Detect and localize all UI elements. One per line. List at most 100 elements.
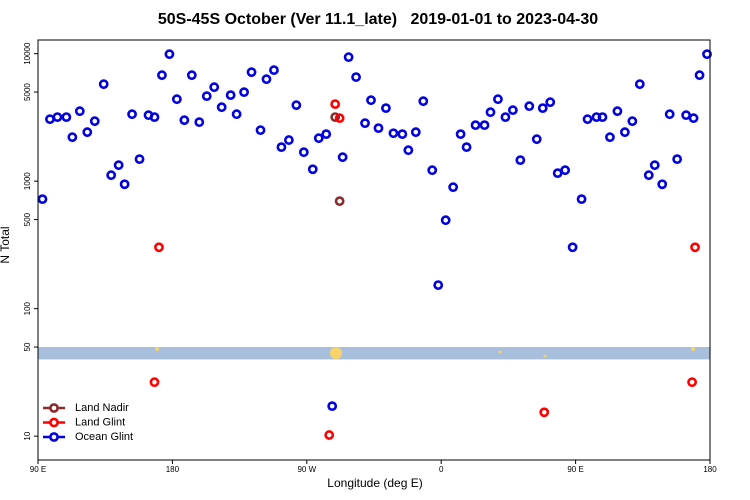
point: [330, 99, 341, 110]
x-tick-label: 90 E: [567, 465, 583, 474]
chart-title: 50S-45S October (Ver 11.1_late) 2019-01-…: [158, 11, 598, 28]
marker: [691, 347, 695, 351]
point: [334, 113, 345, 124]
point: [113, 160, 124, 171]
point: [403, 145, 414, 156]
point: [479, 120, 490, 131]
y-tick-label: 500: [23, 212, 32, 226]
y-tick-label: 10000: [23, 42, 32, 65]
marker: [155, 347, 159, 351]
point: [327, 401, 338, 412]
point: [567, 242, 578, 253]
legend-item: Land Nadir: [43, 402, 129, 414]
point: [507, 105, 518, 116]
legend-item: Land Glint: [43, 416, 125, 428]
band: [38, 347, 710, 360]
point: [334, 196, 345, 207]
legend-label: Land Glint: [75, 416, 125, 428]
x-axis-label: Longitude (deg E): [327, 476, 422, 490]
point: [634, 79, 645, 90]
point: [461, 142, 472, 153]
point: [127, 109, 137, 120]
point: [643, 170, 654, 181]
point: [106, 170, 117, 181]
point: [307, 164, 318, 175]
point: [276, 142, 287, 153]
point: [291, 100, 302, 111]
point: [37, 194, 48, 205]
point: [216, 102, 227, 113]
marker: [498, 350, 502, 354]
point: [61, 112, 72, 123]
legend-marker: [49, 417, 59, 428]
point: [119, 179, 130, 190]
point: [531, 134, 542, 145]
point: [246, 67, 257, 78]
point: [330, 112, 341, 123]
point: [427, 165, 438, 176]
point: [694, 70, 705, 81]
point: [576, 194, 587, 205]
point: [269, 65, 279, 76]
point: [493, 94, 503, 105]
point: [194, 117, 205, 128]
point: [433, 280, 444, 291]
point: [351, 72, 361, 82]
point: [448, 182, 459, 193]
x-tick-label: 180: [703, 465, 717, 474]
x-tick-label: 90 W: [297, 465, 316, 474]
x-tick-label: 90 E: [30, 465, 46, 474]
point: [343, 52, 354, 63]
marker: [330, 347, 342, 359]
legend-item: Ocean Glint: [43, 431, 133, 443]
point: [664, 109, 675, 120]
point: [164, 49, 175, 60]
point: [98, 79, 109, 90]
point: [373, 123, 384, 134]
point: [186, 70, 197, 81]
point: [605, 132, 615, 143]
point: [485, 107, 496, 118]
point: [388, 128, 399, 139]
point: [545, 97, 556, 108]
y-tick-label: 100: [23, 301, 32, 315]
point: [688, 113, 699, 124]
point: [397, 129, 408, 140]
point: [45, 114, 55, 125]
point: [225, 90, 236, 101]
legend-marker: [49, 432, 59, 442]
point: [649, 160, 660, 171]
y-tick-label: 10: [23, 431, 32, 440]
point: [560, 165, 571, 176]
point: [52, 112, 63, 123]
plot-area: [37, 49, 712, 440]
point: [255, 125, 266, 136]
point: [298, 147, 309, 158]
point: [702, 49, 712, 60]
point: [149, 377, 160, 388]
point: [539, 407, 550, 418]
point: [231, 109, 242, 120]
point: [366, 95, 376, 106]
point: [627, 116, 638, 127]
point: [582, 114, 593, 125]
point: [687, 377, 697, 388]
marker: [543, 354, 547, 358]
point: [74, 106, 85, 117]
point: [690, 242, 700, 253]
point: [597, 112, 608, 123]
point: [455, 129, 466, 140]
point: [171, 94, 182, 105]
point: [261, 74, 272, 85]
point: [552, 168, 563, 179]
point: [619, 127, 630, 138]
point: [179, 115, 190, 126]
y-axis-label: N Total: [0, 226, 12, 263]
point: [209, 82, 220, 93]
y-tick-label: 50: [23, 342, 32, 351]
legend-marker: [49, 403, 59, 413]
point: [154, 242, 164, 253]
legend-label: Ocean Glint: [75, 431, 133, 443]
